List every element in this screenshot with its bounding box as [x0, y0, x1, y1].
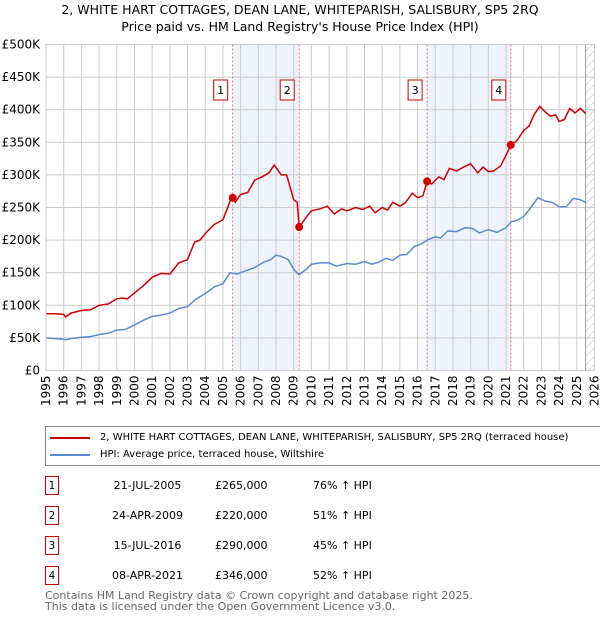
transaction-date: 24-APR-2009	[111, 509, 184, 522]
x-tick-label: 2006	[234, 376, 248, 407]
x-tick-label: 2010	[304, 376, 318, 407]
transaction-number-badge: 3	[45, 536, 59, 555]
footer-licence: This data is licensed under the Open Gov…	[45, 600, 396, 613]
x-tick-label: 2014	[375, 376, 389, 407]
y-tick-label: £500K	[2, 38, 42, 52]
x-tick-label: 2026	[588, 376, 600, 407]
x-tick-label: 2012	[340, 376, 354, 407]
y-tick-label: £200K	[2, 233, 42, 247]
x-tick-label: 1996	[57, 376, 71, 407]
x-tick-label: 2015	[393, 376, 407, 407]
y-tick-label: £450K	[2, 70, 42, 84]
footer: Contains HM Land Registry data © Crown c…	[45, 590, 473, 612]
transaction-date: 08-APR-2021	[111, 569, 184, 582]
x-tick-label: 2011	[322, 376, 336, 407]
x-tick-label: 2009	[287, 376, 301, 407]
chart-title: 2, WHITE HART COTTAGES, DEAN LANE, WHITE…	[61, 2, 539, 17]
x-tick-label: 2000	[127, 376, 141, 407]
x-tick-label: 2024	[552, 376, 566, 407]
transaction-row: 1 21-JUL-2005 £265,000 76% ↑ HPI	[45, 476, 445, 496]
transaction-row: 2 24-APR-2009 £220,000 51% ↑ HPI	[45, 506, 445, 526]
x-tick-label: 2025	[570, 376, 584, 407]
transaction-date: 15-JUL-2016	[113, 539, 182, 552]
legend-label-property: 2, WHITE HART COTTAGES, DEAN LANE, WHITE…	[100, 432, 569, 443]
sale-point	[228, 193, 237, 202]
x-tick-label: 2022	[517, 376, 531, 407]
x-tick-label: 1995	[39, 376, 53, 407]
sale-label: 3	[412, 84, 419, 97]
sale-label-box	[491, 79, 507, 101]
transaction-number-badge: 1	[45, 476, 59, 495]
transaction-hpi-change: 45% ↑ HPI	[313, 539, 372, 552]
x-tick-label: 2017	[428, 376, 442, 407]
x-tick-label: 2023	[534, 376, 548, 407]
y-tick-label: £300K	[2, 168, 42, 182]
transaction-price: £220,000	[215, 509, 268, 522]
x-tick-label: 2016	[411, 376, 425, 407]
x-tick-label: 1999	[110, 376, 124, 407]
transaction-number-badge: 2	[45, 506, 59, 525]
x-tick-label: 1997	[74, 376, 88, 407]
transaction-price: £265,000	[215, 479, 268, 492]
sale-label-box	[213, 79, 229, 101]
transaction-row: 3 15-JUL-2016 £290,000 45% ↑ HPI	[45, 536, 445, 556]
x-tick-label: 2002	[163, 376, 177, 407]
sale-point	[423, 177, 432, 186]
transaction-date: 21-JUL-2005	[113, 479, 182, 492]
x-tick-label: 2020	[481, 376, 495, 407]
transaction-number-badge: 4	[45, 566, 59, 585]
x-tick-label: 2018	[446, 376, 460, 407]
sale-label: 1	[217, 84, 224, 97]
transaction-price: £290,000	[215, 539, 268, 552]
legend-swatch-property	[50, 436, 90, 439]
x-tick-label: 2019	[464, 376, 478, 407]
sale-point	[295, 223, 304, 232]
chart-subtitle: Price paid vs. HM Land Registry's House …	[121, 19, 479, 34]
y-tick-label: £350K	[2, 135, 42, 149]
sale-label: 2	[284, 84, 291, 97]
x-tick-label: 2003	[181, 376, 195, 407]
y-tick-label: £100K	[2, 298, 42, 312]
x-tick-label: 2021	[499, 375, 513, 406]
transaction-price: £346,000	[215, 569, 268, 582]
price-chart: £0 £50K £100K £150K £200K £250K £300K £350K £400…	[2, 38, 600, 407]
legend: 2, WHITE HART COTTAGES, DEAN LANE, WHITE…	[45, 426, 600, 466]
y-tick-label: £0	[25, 364, 40, 378]
transaction-hpi-change: 52% ↑ HPI	[313, 569, 372, 582]
legend-item-hpi: HPI: Average price, terraced house, Wilt…	[50, 449, 324, 460]
hpi-series-line	[45, 196, 587, 341]
transaction-hpi-change: 76% ↑ HPI	[313, 479, 372, 492]
y-tick-label: £250K	[2, 201, 42, 215]
transaction-hpi-change: 51% ↑ HPI	[313, 509, 372, 522]
sale-point	[506, 140, 515, 149]
sale-label: 4	[495, 84, 502, 97]
x-tick-label: 2008	[269, 376, 283, 407]
x-tick-label: 2005	[216, 376, 230, 407]
legend-swatch-hpi	[50, 453, 90, 456]
x-tick-label: 2013	[357, 376, 371, 407]
x-tick-label: 2001	[145, 376, 159, 407]
legend-label-hpi: HPI: Average price, terraced house, Wilt…	[100, 449, 324, 460]
sale-label-box	[407, 79, 423, 101]
y-tick-label: £400K	[2, 103, 42, 117]
y-tick-label: £150K	[2, 266, 42, 280]
sale-label-box	[279, 79, 295, 101]
x-tick-label: 2004	[198, 376, 212, 407]
y-tick-label: £50K	[9, 331, 41, 345]
transaction-row: 4 08-APR-2021 £346,000 52% ↑ HPI	[45, 566, 445, 586]
plot-frame	[45, 44, 595, 371]
x-tick-label: 2007	[251, 376, 265, 407]
legend-item-property: 2, WHITE HART COTTAGES, DEAN LANE, WHITE…	[50, 432, 568, 443]
x-tick-label: 1998	[92, 376, 106, 407]
footer-copyright: Contains HM Land Registry data © Crown c…	[45, 589, 473, 602]
